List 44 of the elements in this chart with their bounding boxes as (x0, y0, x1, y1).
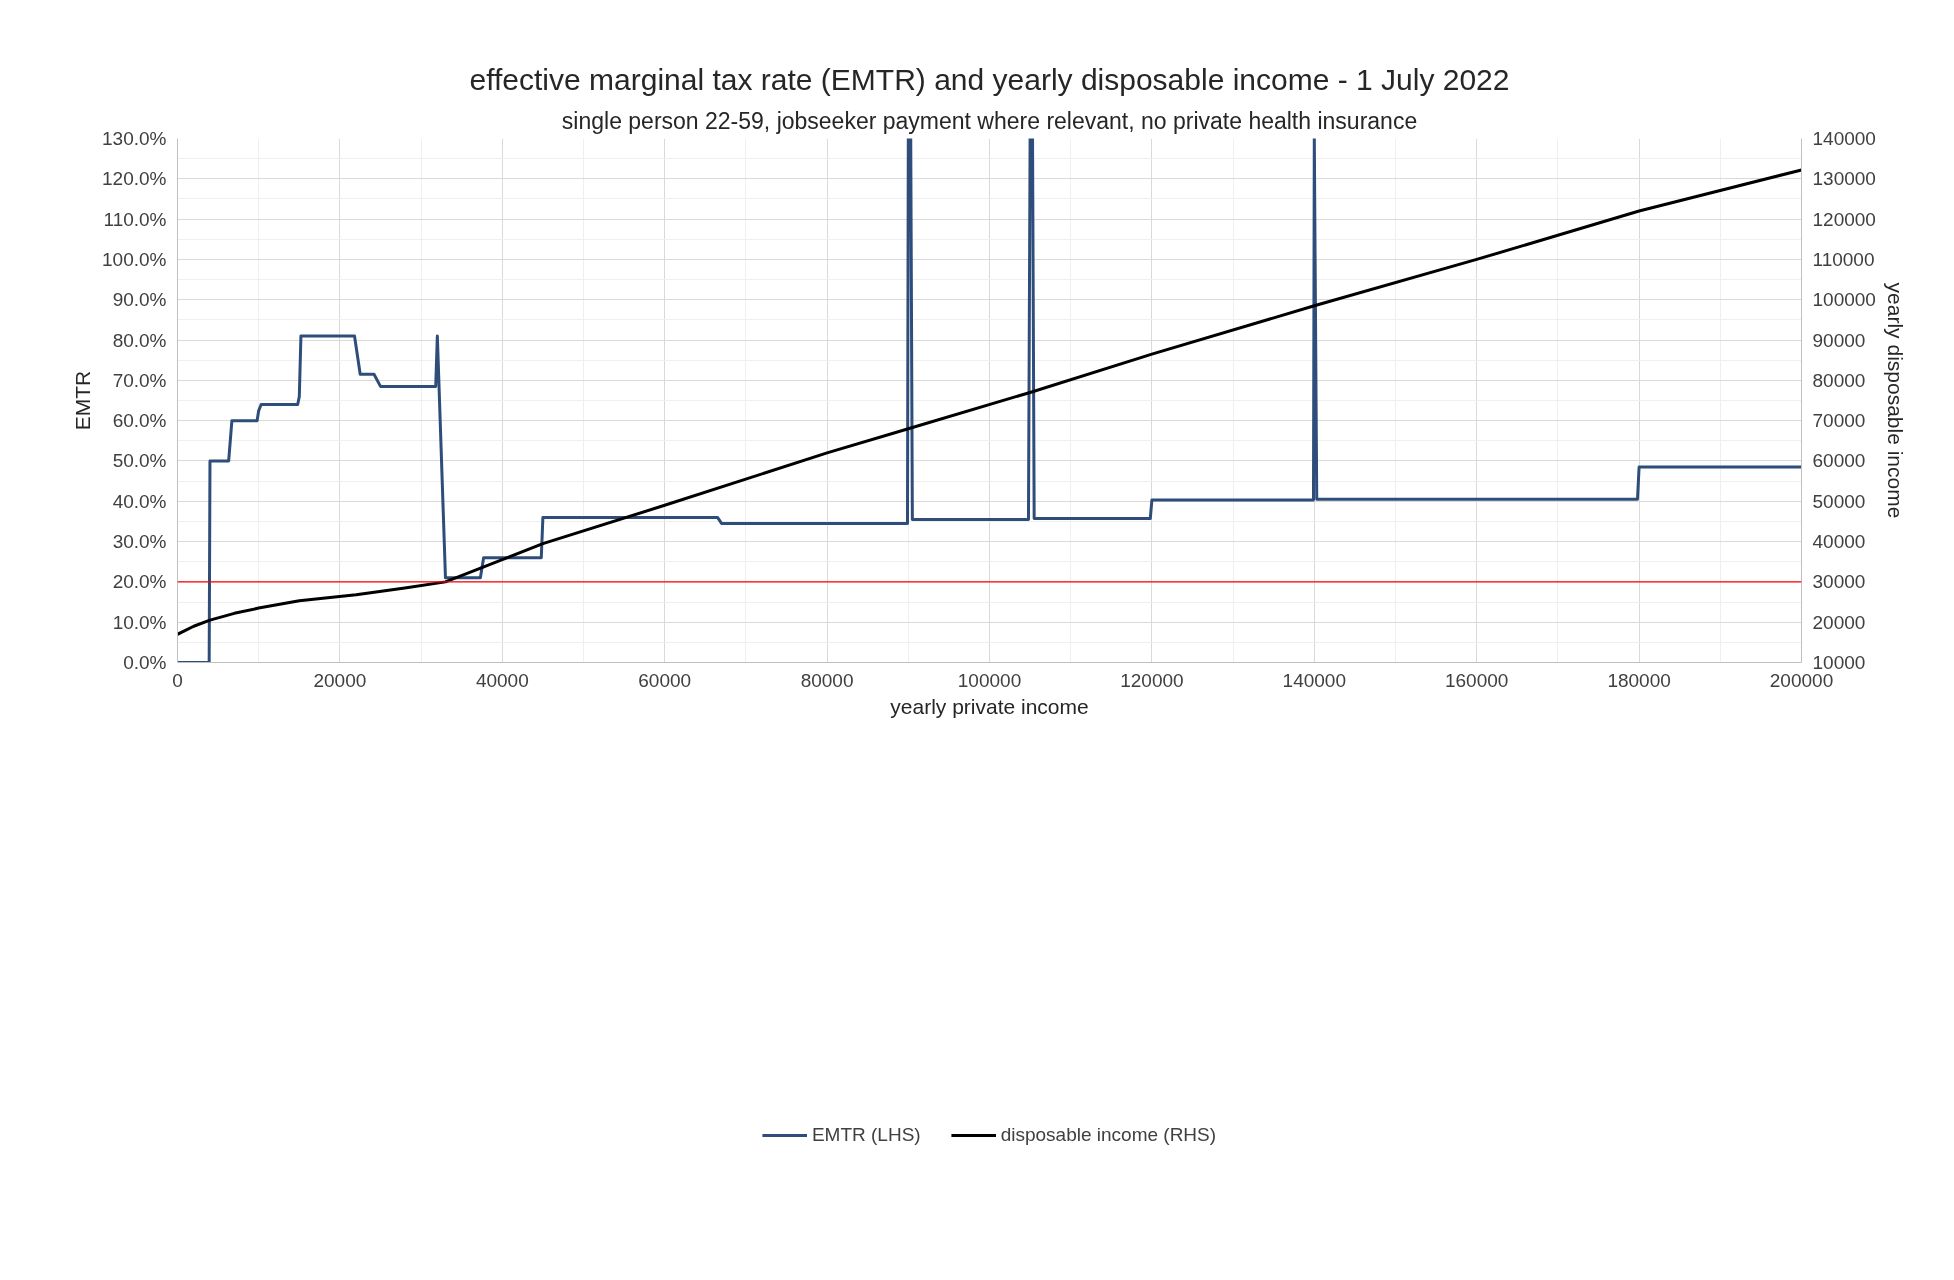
y-tick-label: 10.0% (112, 611, 167, 633)
y2-tick-label: 140000 (1812, 128, 1876, 149)
y2-tick-label: 70000 (1812, 410, 1866, 432)
y2-tick-label: 20000 (1812, 611, 1866, 633)
y2-tick-label: 80000 (1812, 369, 1866, 391)
y2-tick-label: 130000 (1812, 168, 1876, 190)
y-tick-label: 30.0% (112, 531, 167, 553)
y-tick-label: 100.0% (102, 248, 167, 270)
y-tick-label: 40.0% (112, 490, 167, 512)
x-axis-title: yearly private income (890, 694, 1089, 718)
x-tick-label: 0 (172, 669, 183, 691)
y2-tick-label: 40000 (1812, 531, 1866, 553)
x-tick-label: 20000 (313, 669, 367, 691)
y2-tick-label: 30000 (1812, 571, 1866, 593)
y2-tick-label: 100000 (1812, 289, 1876, 311)
x-tick-label: 80000 (800, 669, 854, 691)
y2-tick-label: 120000 (1812, 208, 1876, 230)
y2-tick-label: 110000 (1812, 248, 1875, 270)
chart-subtitle: single person 22-59, jobseeker payment where relevant, no private health insurance (561, 107, 1418, 134)
y-axis-title: EMTR (71, 370, 95, 431)
y-tick-label: 110.0% (103, 208, 167, 230)
y-tick-label: 60.0% (112, 410, 167, 432)
y2-tick-label: 50000 (1812, 490, 1866, 512)
x-tick-label: 160000 (1445, 669, 1509, 691)
legend-label: EMTR (LHS) (811, 1123, 921, 1146)
y-tick-label: 50.0% (112, 450, 167, 472)
y2-tick-label: 60000 (1812, 450, 1866, 472)
y-tick-label: 80.0% (112, 329, 167, 351)
y-tick-label: 0.0% (123, 652, 167, 673)
y-tick-label: 70.0% (112, 369, 167, 391)
chart-title: effective marginal tax rate (EMTR) and yearly disposable income - 1 July 2022 (469, 62, 1510, 96)
x-tick-label: 100000 (957, 669, 1022, 691)
y-tick-label: 130.0% (102, 128, 167, 149)
y-tick-label: 90.0% (112, 289, 167, 311)
y-tick-label: 20.0% (112, 571, 167, 593)
x-tick-label: 180000 (1607, 669, 1671, 691)
x-tick-label: 120000 (1120, 669, 1184, 691)
x-tick-label: 140000 (1282, 669, 1347, 691)
x-tick-label: 40000 (475, 669, 529, 691)
x-tick-label: 60000 (638, 669, 692, 691)
y2-axis-title: yearly disposable income (1883, 282, 1907, 519)
legend-label: disposable income (RHS) (1000, 1123, 1217, 1146)
y2-tick-label: 90000 (1812, 329, 1866, 351)
y-tick-label: 120.0% (102, 168, 167, 190)
